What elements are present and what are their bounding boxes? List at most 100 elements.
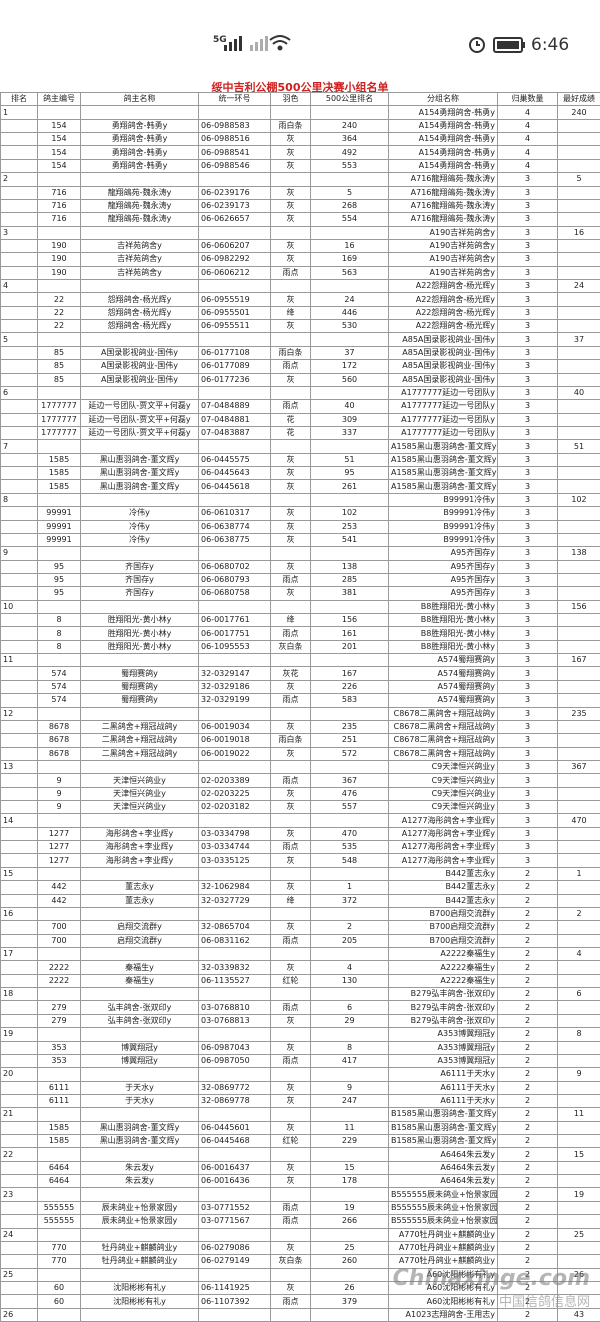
empty-cell	[38, 280, 81, 293]
empty-cell	[38, 1068, 81, 1081]
empty-cell	[558, 1201, 600, 1214]
empty-cell	[271, 1268, 311, 1281]
rank-500km: 253	[311, 520, 389, 533]
ring-number: 06-0019022	[199, 747, 271, 760]
empty-cell	[1, 533, 38, 546]
empty-cell	[311, 1188, 389, 1201]
empty-cell	[1, 1295, 38, 1308]
feather-color: 绛	[271, 614, 311, 627]
empty-cell	[1, 159, 38, 172]
rank-500km: 8	[311, 1041, 389, 1054]
empty-cell	[558, 587, 600, 600]
empty-cell	[558, 881, 600, 894]
best-result: 1	[558, 867, 600, 880]
ring-number: 06-0955511	[199, 320, 271, 333]
group-name: C8678二黑鸽舍+翔冠战鸽y	[389, 747, 498, 760]
owner-name: 延边一号团队-贾文平+何磊y	[81, 413, 199, 426]
owner-id: 770	[38, 1241, 81, 1254]
group-name: A6111于天水y	[389, 1081, 498, 1094]
group-name: A22怨翔鸽舍-杨光辉y	[389, 320, 498, 333]
group-name: A95齐国存y	[389, 560, 498, 573]
feather-color: 灰	[271, 1014, 311, 1027]
return-count: 3	[498, 667, 558, 680]
owner-id: 154	[38, 146, 81, 159]
best-result: 4	[558, 948, 600, 961]
owner-id: 9	[38, 787, 81, 800]
empty-cell	[271, 760, 311, 773]
empty-cell	[558, 520, 600, 533]
owner-name: 吉祥苑鸽舍y	[81, 266, 199, 279]
empty-cell	[1, 854, 38, 867]
alarm-icon	[470, 38, 484, 52]
feather-color: 雨点	[271, 1201, 311, 1214]
empty-cell	[1, 453, 38, 466]
group-name: C9天津恒兴鸽业y	[389, 774, 498, 787]
empty-cell	[558, 199, 600, 212]
owner-name: 黑山惠羽鸽舍-董文辉y	[81, 467, 199, 480]
feather-color: 灰	[271, 146, 311, 159]
ring-number: 32-0329186	[199, 680, 271, 693]
owner-id: 22	[38, 293, 81, 306]
owner-id: 716	[38, 213, 81, 226]
empty-cell	[38, 654, 81, 667]
group-name: B279弘丰鸽舍-张双印y	[389, 1014, 498, 1027]
empty-cell	[558, 1175, 600, 1188]
owner-name: 勇翔鸽舍-韩勇y	[81, 146, 199, 159]
owner-name: 博翼翔冠y	[81, 1054, 199, 1067]
empty-cell	[199, 1068, 271, 1081]
feather-color: 雨点	[271, 1295, 311, 1308]
group-name: A6111于天水y	[389, 1068, 498, 1081]
empty-cell	[38, 1028, 81, 1041]
rank-500km: 557	[311, 801, 389, 814]
empty-cell	[558, 801, 600, 814]
empty-cell	[311, 280, 389, 293]
return-count: 3	[498, 787, 558, 800]
group-name: A574蜀翔赛鸽y	[389, 694, 498, 707]
empty-cell	[271, 867, 311, 880]
owner-name: 牡丹鸽业+麒麟鸽业y	[81, 1241, 199, 1254]
rank-500km: 205	[311, 934, 389, 947]
empty-cell	[38, 814, 81, 827]
empty-cell	[271, 106, 311, 119]
feather-color: 灰	[271, 133, 311, 146]
rank-500km: 266	[311, 1215, 389, 1228]
network-label: 5G	[213, 35, 227, 45]
group-rank: 12	[1, 707, 38, 720]
owner-name: A国录影视鸽业-国伟y	[81, 360, 199, 373]
ring-number: 32-0339832	[199, 961, 271, 974]
empty-cell	[271, 1028, 311, 1041]
ring-number: 06-0177089	[199, 360, 271, 373]
owner-name: 牡丹鸽业+麒麟鸽业y	[81, 1255, 199, 1268]
owner-id: 154	[38, 159, 81, 172]
rank-500km: 476	[311, 787, 389, 800]
empty-cell	[38, 333, 81, 346]
group-name: B99991冷伟y	[389, 493, 498, 506]
return-count: 2	[498, 948, 558, 961]
owner-name: 博翼翔冠y	[81, 1041, 199, 1054]
feather-color: 灰	[271, 1241, 311, 1254]
empty-cell	[1, 774, 38, 787]
best-result: 24	[558, 280, 600, 293]
empty-cell	[1, 133, 38, 146]
empty-cell	[558, 667, 600, 680]
group-name: A2222秦福生y	[389, 948, 498, 961]
owner-name: 海彤鸽舍+李业辉y	[81, 827, 199, 840]
rank-500km: 24	[311, 293, 389, 306]
group-name: A1277海彤鸽舍+李业辉y	[389, 827, 498, 840]
empty-cell	[311, 440, 389, 453]
feather-color: 雨点	[271, 627, 311, 640]
owner-id: 22	[38, 320, 81, 333]
return-count: 3	[498, 493, 558, 506]
feather-color: 雨点	[271, 1054, 311, 1067]
best-result: 15	[558, 1148, 600, 1161]
rank-500km: 563	[311, 266, 389, 279]
